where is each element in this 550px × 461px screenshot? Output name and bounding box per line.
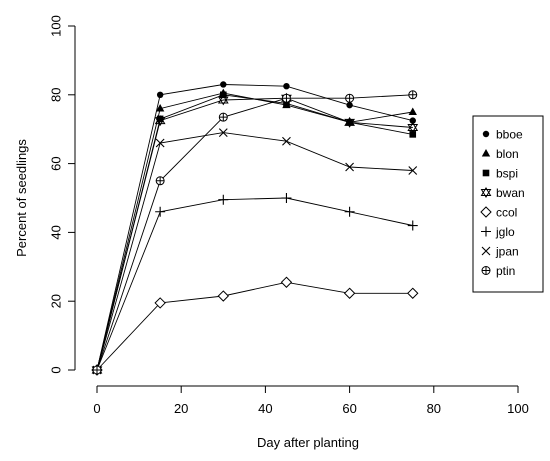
data-point-bspi	[409, 131, 417, 138]
data-point-bwan	[217, 94, 229, 106]
series-group	[91, 81, 419, 376]
legend-item-jpan: jpan	[481, 245, 519, 259]
series-bspi	[93, 91, 417, 374]
data-point-bboe	[409, 117, 416, 124]
data-point-bwan	[344, 116, 355, 128]
data-point-ccol	[280, 276, 293, 288]
y-tick-label: 0	[48, 366, 63, 373]
series-jglo	[92, 193, 418, 375]
legend-item-blon: blon	[481, 147, 519, 161]
legend: bboe blon bspi bwan ccol jglo jpan ptin	[472, 115, 544, 293]
legend-label: bspi	[496, 167, 518, 181]
x-tick-label: 100	[507, 401, 529, 416]
series-bwan	[91, 92, 419, 376]
data-point-ptin	[218, 112, 228, 122]
ticks: 0 20 40 60 80 100 0 20 40 60 80 100	[48, 15, 528, 416]
series-line-ptin	[96, 94, 413, 371]
data-point-bwan	[154, 115, 166, 127]
legend-item-bspi: bspi	[482, 167, 518, 181]
x-axis-title: Day after planting	[257, 435, 359, 450]
data-point-bboe	[220, 81, 227, 88]
x-tick-label: 40	[258, 401, 272, 416]
y-tick-label: 100	[48, 15, 63, 37]
legend-label: jglo	[495, 225, 515, 239]
series-line-bboe	[96, 84, 413, 371]
y-axis-title: Percent of seedlings	[14, 139, 29, 257]
data-point-ccol	[343, 287, 356, 299]
data-point-jglo	[281, 193, 292, 203]
series-line-bwan	[96, 97, 413, 371]
legend-item-bboe: bboe	[482, 128, 523, 142]
series-ptin	[92, 90, 418, 375]
data-point-blon	[408, 107, 417, 115]
legend-label: bwan	[496, 186, 525, 200]
legend-label: bboe	[496, 128, 523, 142]
series-line-ccol	[96, 281, 413, 371]
data-point-ptin	[92, 365, 102, 375]
series-jpan	[92, 128, 418, 375]
legend-item-jglo: jglo	[481, 225, 515, 239]
axes: Percent of seedlings Day after planting	[14, 26, 518, 450]
data-point-ptin	[281, 93, 291, 103]
legend-item-ccol: ccol	[480, 206, 517, 220]
series-ccol	[91, 276, 419, 376]
x-tick-label: 80	[427, 401, 441, 416]
data-point-bboe	[283, 83, 290, 90]
series-line-blon	[96, 92, 413, 371]
series-blon	[92, 88, 417, 373]
data-point-blon	[155, 104, 165, 112]
data-point-bspi	[156, 115, 164, 123]
legend-marker-bboe	[482, 130, 490, 138]
x-tick-label: 0	[93, 401, 100, 416]
data-point-jpan	[218, 128, 228, 138]
legend-label: ptin	[496, 264, 515, 278]
data-point-bboe	[346, 101, 353, 109]
data-point-jglo	[407, 220, 418, 231]
data-point-jpan	[345, 162, 354, 172]
data-point-ccol	[154, 297, 166, 309]
legend-marker-blon	[481, 149, 491, 157]
data-point-jpan	[155, 138, 165, 148]
y-tick-label: 60	[48, 156, 63, 170]
legend-item-bwan: bwan	[480, 186, 525, 200]
data-point-bwan	[407, 122, 419, 133]
data-point-ptin	[155, 176, 165, 186]
data-point-bboe	[156, 91, 164, 99]
series-line-jpan	[96, 132, 413, 371]
data-point-jglo	[155, 206, 166, 217]
legend-marker-ptin	[481, 266, 491, 275]
legend-marker-jpan	[481, 246, 491, 256]
legend-marker-bwan	[480, 187, 492, 198]
y-tick-label: 80	[48, 88, 63, 102]
data-point-ptin	[345, 93, 355, 103]
legend-item-ptin: ptin	[481, 264, 515, 278]
y-tick-label: 20	[48, 294, 63, 308]
data-point-jpan	[282, 136, 291, 146]
data-point-jglo	[218, 194, 229, 205]
legend-marker-jglo	[481, 226, 491, 237]
legend-label: jpan	[495, 245, 519, 259]
series-bboe	[93, 81, 416, 374]
x-tick-label: 60	[342, 401, 356, 416]
y-tick-label: 40	[48, 225, 63, 239]
legend-marker-bspi	[482, 169, 490, 177]
data-point-jpan	[408, 166, 418, 175]
data-point-ptin	[408, 90, 418, 100]
legend-box	[472, 115, 544, 293]
legend-marker-ccol	[480, 206, 492, 218]
x-tick-label: 20	[174, 401, 188, 416]
series-line-jglo	[96, 197, 413, 371]
data-point-ccol	[217, 290, 230, 302]
legend-label: ccol	[496, 206, 517, 220]
data-point-jglo	[344, 206, 355, 217]
data-point-ccol	[407, 287, 419, 299]
series-line-bspi	[96, 94, 413, 371]
legend-label: blon	[496, 147, 519, 161]
